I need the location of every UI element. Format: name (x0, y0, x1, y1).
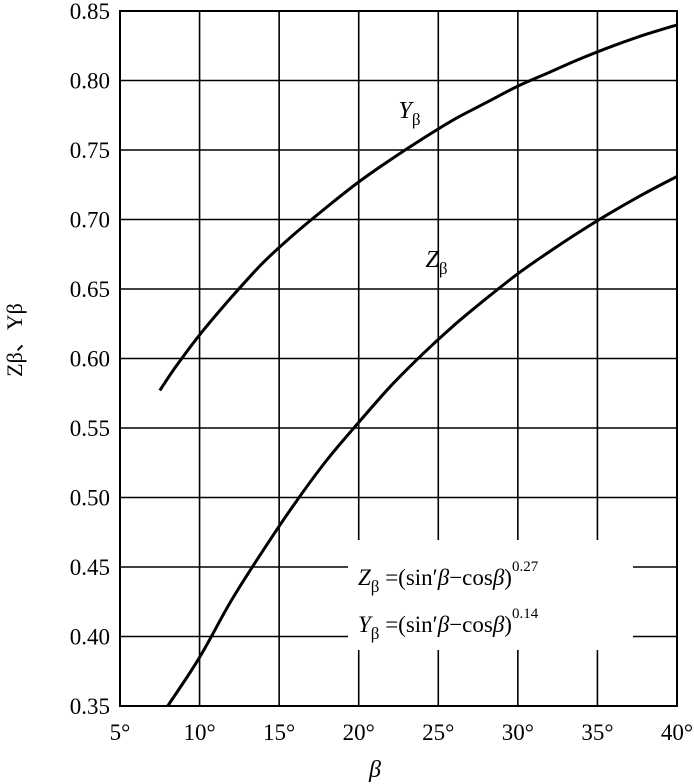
x-tick-label: 40° (661, 720, 693, 745)
formula-annotations: Zβ =(sin′β−cosβ)0.27 Yβ =(sin′β−cosβ)0.14 (358, 559, 539, 643)
x-tick-label: 30° (502, 720, 534, 745)
formula-annotation: Zβ =(sin′β−cosβ)0.27 (358, 559, 539, 596)
y-tick-label: 0.65 (70, 277, 110, 302)
x-tick-labels: 5° 10° 15° 20° 25° 30° 35° 40° (110, 720, 693, 745)
formula-annotation: Yβ =(sin′β−cosβ)0.14 (358, 606, 539, 643)
y-tick-label: 0.40 (70, 625, 110, 650)
x-axis-label: β (368, 757, 381, 783)
y-tick-label: 0.80 (70, 69, 110, 94)
y-tick-label: 0.60 (70, 347, 110, 372)
y-tick-label: 0.75 (70, 138, 110, 163)
x-tick-label: 10° (183, 720, 215, 745)
y-tick-label: 0.55 (70, 416, 110, 441)
y-tick-label: 0.45 (70, 555, 110, 580)
y-tick-label: 0.85 (70, 0, 110, 24)
series-labels: Yβ Zβ (399, 98, 448, 278)
series-label: Yβ (399, 98, 421, 129)
formula-background (348, 540, 633, 650)
series-line (158, 23, 678, 392)
y-tick-label: 0.50 (70, 486, 110, 511)
y-tick-label: 0.35 (70, 694, 110, 719)
series-lines (158, 23, 678, 707)
series-label: Zβ (426, 247, 448, 278)
y-axis-label: Zβ、Yβ (2, 303, 27, 377)
grid (120, 11, 677, 706)
x-tick-label: 20° (343, 720, 375, 745)
plot-area-frame (119, 10, 678, 707)
x-tick-label: 35° (581, 720, 613, 745)
x-tick-label: 15° (263, 720, 295, 745)
y-tick-label: 0.70 (70, 208, 110, 233)
x-tick-label: 5° (110, 720, 131, 745)
x-tick-label: 25° (422, 720, 454, 745)
y-tick-labels: 0.35 0.40 0.45 0.50 0.55 0.60 0.65 0.70 0.75 0.80… (70, 0, 110, 719)
series-line (166, 175, 678, 707)
